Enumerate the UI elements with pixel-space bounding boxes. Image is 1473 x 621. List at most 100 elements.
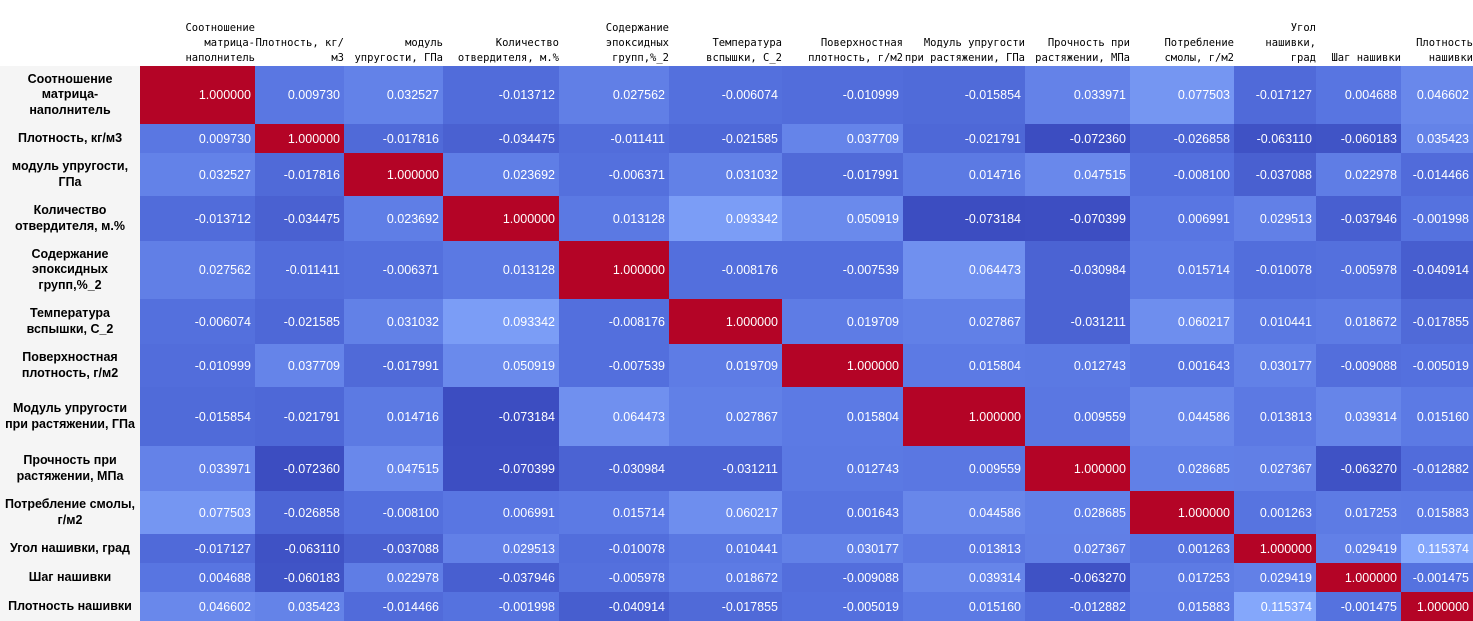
correlation-cell[interactable]: 0.012743	[782, 446, 903, 491]
correlation-cell[interactable]: 0.019709	[782, 299, 903, 344]
column-header[interactable]: Плотность нашивки	[1416, 37, 1473, 64]
column-header[interactable]: модуль упругости, ГПа	[354, 37, 443, 64]
correlation-cell[interactable]: -0.026858	[255, 491, 344, 534]
correlation-cell[interactable]: 0.028685	[1025, 491, 1130, 534]
column-header[interactable]: Угол нашивки, град	[1265, 22, 1316, 64]
diagonal-cell[interactable]: 1.000000	[1316, 563, 1401, 592]
correlation-cell[interactable]: -0.005978	[1316, 241, 1401, 299]
correlation-cell[interactable]: 0.030177	[782, 534, 903, 563]
correlation-cell[interactable]: -0.072360	[1025, 124, 1130, 153]
correlation-cell[interactable]: -0.030984	[1025, 241, 1130, 299]
correlation-cell[interactable]: -0.017991	[782, 153, 903, 196]
correlation-cell[interactable]: -0.031211	[1025, 299, 1130, 344]
correlation-cell[interactable]: 0.050919	[782, 196, 903, 241]
correlation-cell[interactable]: -0.034475	[255, 196, 344, 241]
correlation-cell[interactable]: -0.006371	[344, 241, 443, 299]
correlation-cell[interactable]: -0.011411	[255, 241, 344, 299]
correlation-cell[interactable]: 0.035423	[255, 592, 344, 621]
correlation-cell[interactable]: -0.007539	[782, 241, 903, 299]
diagonal-cell[interactable]: 1.000000	[443, 196, 559, 241]
correlation-cell[interactable]: 0.012743	[1025, 344, 1130, 387]
row-header[interactable]: Количество отвердителя, м.%	[0, 196, 140, 241]
correlation-cell[interactable]: -0.014466	[344, 592, 443, 621]
correlation-cell[interactable]: 0.029419	[1234, 563, 1316, 592]
row-header[interactable]: Плотность нашивки	[0, 592, 140, 621]
row-header[interactable]: Температура вспышки, С_2	[0, 299, 140, 344]
correlation-cell[interactable]: 0.039314	[1316, 387, 1401, 446]
correlation-cell[interactable]: 0.037709	[255, 344, 344, 387]
correlation-cell[interactable]: 0.004688	[140, 563, 255, 592]
correlation-cell[interactable]: -0.017855	[1401, 299, 1473, 344]
correlation-cell[interactable]: 0.004688	[1316, 66, 1401, 124]
correlation-cell[interactable]: -0.060183	[1316, 124, 1401, 153]
correlation-cell[interactable]: 0.027867	[903, 299, 1025, 344]
correlation-cell[interactable]: 0.077503	[1130, 66, 1234, 124]
correlation-cell[interactable]: -0.021791	[255, 387, 344, 446]
correlation-cell[interactable]: 0.023692	[443, 153, 559, 196]
column-header[interactable]: Температура вспышки, С_2	[706, 37, 782, 64]
correlation-cell[interactable]: -0.009088	[782, 563, 903, 592]
correlation-cell[interactable]: -0.001475	[1316, 592, 1401, 621]
correlation-cell[interactable]: -0.001475	[1401, 563, 1473, 592]
correlation-cell[interactable]: 0.027867	[669, 387, 782, 446]
correlation-cell[interactable]: 0.115374	[1401, 534, 1473, 563]
correlation-cell[interactable]: -0.073184	[903, 196, 1025, 241]
correlation-cell[interactable]: -0.073184	[443, 387, 559, 446]
column-header[interactable]: Модуль упругости при растяжении, ГПа	[904, 37, 1025, 64]
correlation-cell[interactable]: -0.013712	[140, 196, 255, 241]
correlation-cell[interactable]: 0.015714	[1130, 241, 1234, 299]
diagonal-cell[interactable]: 1.000000	[1401, 592, 1473, 621]
correlation-cell[interactable]: 0.023692	[344, 196, 443, 241]
row-header[interactable]: Содержание эпоксидных групп,%_2	[0, 241, 140, 299]
correlation-cell[interactable]: 0.032527	[344, 66, 443, 124]
correlation-cell[interactable]: 0.039314	[903, 563, 1025, 592]
correlation-cell[interactable]: 0.001643	[1130, 344, 1234, 387]
correlation-cell[interactable]: 0.064473	[903, 241, 1025, 299]
correlation-cell[interactable]: 0.010441	[669, 534, 782, 563]
correlation-cell[interactable]: 0.031032	[344, 299, 443, 344]
column-header[interactable]: Прочность при растяжении, МПа	[1035, 37, 1130, 64]
correlation-cell[interactable]: 0.115374	[1234, 592, 1316, 621]
correlation-cell[interactable]: -0.017127	[1234, 66, 1316, 124]
correlation-cell[interactable]: 0.027562	[140, 241, 255, 299]
correlation-cell[interactable]: -0.005019	[782, 592, 903, 621]
row-header[interactable]: Поверхностная плотность, г/м2	[0, 344, 140, 387]
correlation-cell[interactable]: 0.047515	[1025, 153, 1130, 196]
column-header[interactable]: Шаг нашивки	[1331, 52, 1401, 64]
correlation-cell[interactable]: 0.027367	[1234, 446, 1316, 491]
correlation-cell[interactable]: 0.009730	[140, 124, 255, 153]
correlation-cell[interactable]: 0.064473	[559, 387, 669, 446]
correlation-cell[interactable]: -0.060183	[255, 563, 344, 592]
diagonal-cell[interactable]: 1.000000	[1025, 446, 1130, 491]
correlation-cell[interactable]: 0.030177	[1234, 344, 1316, 387]
diagonal-cell[interactable]: 1.000000	[255, 124, 344, 153]
diagonal-cell[interactable]: 1.000000	[140, 66, 255, 124]
correlation-cell[interactable]: 0.033971	[1025, 66, 1130, 124]
row-header[interactable]: Плотность, кг/м3	[0, 124, 140, 153]
correlation-cell[interactable]: -0.010999	[782, 66, 903, 124]
column-header[interactable]: Потребление смолы, г/м2	[1164, 37, 1234, 64]
correlation-cell[interactable]: -0.007539	[559, 344, 669, 387]
correlation-cell[interactable]: -0.008100	[1130, 153, 1234, 196]
diagonal-cell[interactable]: 1.000000	[1130, 491, 1234, 534]
correlation-cell[interactable]: -0.063110	[1234, 124, 1316, 153]
correlation-cell[interactable]: -0.040914	[559, 592, 669, 621]
correlation-cell[interactable]: -0.037088	[344, 534, 443, 563]
column-header[interactable]: Поверхностная плотность, г/м2	[808, 37, 903, 64]
correlation-cell[interactable]: 0.046602	[1401, 66, 1473, 124]
correlation-cell[interactable]: -0.021791	[903, 124, 1025, 153]
correlation-cell[interactable]: -0.005978	[559, 563, 669, 592]
correlation-cell[interactable]: -0.012882	[1025, 592, 1130, 621]
correlation-cell[interactable]: 0.009730	[255, 66, 344, 124]
correlation-cell[interactable]: -0.021585	[669, 124, 782, 153]
correlation-cell[interactable]: 0.031032	[669, 153, 782, 196]
column-header[interactable]: Плотность, кг/м3	[255, 37, 344, 64]
correlation-cell[interactable]: 0.009559	[1025, 387, 1130, 446]
correlation-cell[interactable]: -0.017127	[140, 534, 255, 563]
correlation-cell[interactable]: -0.037946	[443, 563, 559, 592]
correlation-cell[interactable]: -0.012882	[1401, 446, 1473, 491]
correlation-cell[interactable]: 0.006991	[1130, 196, 1234, 241]
correlation-cell[interactable]: 0.014716	[344, 387, 443, 446]
row-header[interactable]: Прочность при растяжении, МПа	[0, 446, 140, 491]
row-header[interactable]: Угол нашивки, град	[0, 534, 140, 563]
